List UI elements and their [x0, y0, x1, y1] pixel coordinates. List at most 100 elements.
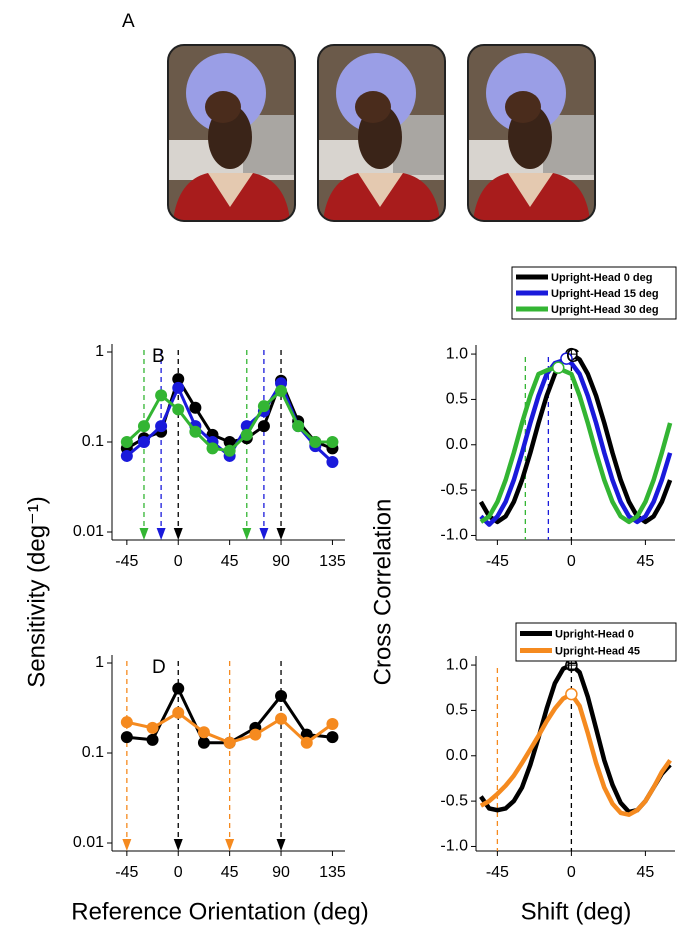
x-tick-label: 0	[174, 553, 183, 570]
data-point	[326, 718, 339, 731]
reference-arrow	[259, 528, 269, 540]
series-line	[479, 358, 673, 527]
data-point	[309, 436, 322, 448]
reference-arrow	[173, 528, 183, 540]
data-point	[120, 731, 133, 744]
x-tick-label: -45	[115, 864, 138, 881]
y-tick-label: 1.0	[446, 345, 468, 362]
y-tick-label: 1	[95, 343, 104, 360]
data-point	[172, 373, 185, 386]
series-line	[479, 662, 672, 815]
x-tick-label: -45	[486, 553, 509, 570]
legend-label: Upright-Head 15 deg	[551, 288, 659, 300]
data-point	[275, 384, 288, 397]
y-tick-label: 0.0	[446, 747, 468, 764]
panel-label: D	[152, 657, 166, 678]
panel: -1.0 -0.5 0.0 0.5 1.0 -45 0 45 C Upright-Head 0 d…	[440, 266, 677, 570]
data-point	[326, 455, 339, 468]
reference-arrow	[122, 839, 132, 851]
data-point	[257, 420, 270, 433]
data-point	[172, 682, 185, 695]
data-point	[223, 444, 236, 457]
data-point	[146, 733, 159, 746]
data-point	[155, 389, 168, 402]
data-point	[223, 736, 236, 749]
peak-marker	[565, 687, 578, 701]
data-point	[275, 689, 288, 702]
x-tick-label: 45	[636, 553, 654, 570]
peak-marker	[551, 361, 565, 374]
data-point	[120, 716, 133, 729]
data-point	[120, 449, 133, 462]
series-line	[479, 691, 672, 817]
data-point	[206, 442, 219, 455]
data-point	[257, 400, 270, 413]
data-point	[197, 736, 210, 749]
data-point	[300, 736, 313, 749]
data-point	[189, 425, 202, 438]
x-tick-label: 90	[272, 864, 290, 881]
reference-arrow	[225, 839, 235, 851]
legend-label: Upright-Head 0	[555, 628, 634, 640]
x-tick-label: -45	[486, 864, 509, 881]
x-tick-label: 45	[636, 864, 654, 881]
x-tick-label: 135	[319, 864, 346, 881]
reference-arrow	[139, 528, 149, 540]
legend-box	[515, 622, 677, 662]
x-tick-label: 0	[174, 864, 183, 881]
data-point	[197, 726, 210, 739]
data-point	[292, 420, 305, 433]
panel-label: A	[122, 11, 135, 32]
x-tick-label: 45	[221, 864, 239, 881]
y-tick-label: 0.01	[73, 834, 104, 851]
panel-label: B	[152, 346, 165, 367]
data-point	[146, 721, 159, 734]
y-axis-label: Cross Correlation	[369, 499, 396, 686]
x-tick-label: 0	[567, 864, 576, 881]
y-tick-label: 0.5	[446, 391, 468, 408]
photo	[468, 45, 595, 221]
reference-arrow	[156, 528, 166, 540]
y-tick-label: 1.0	[446, 656, 468, 673]
data-point	[137, 420, 150, 433]
data-point	[172, 403, 185, 416]
reference-arrow	[242, 528, 252, 540]
y-tick-label: -1.0	[440, 838, 468, 855]
data-point	[172, 381, 185, 394]
photo	[168, 45, 295, 221]
data-point	[326, 436, 339, 448]
y-tick-label: 0.0	[446, 436, 468, 453]
y-tick-label: 0.01	[73, 523, 104, 540]
data-point	[249, 728, 262, 741]
y-tick-label: 0.5	[446, 702, 468, 719]
x-tick-label: 0	[567, 553, 576, 570]
data-point	[223, 436, 236, 448]
x-tick-label: 45	[221, 553, 239, 570]
data-point	[137, 436, 150, 448]
y-tick-label: 0.1	[82, 744, 104, 761]
peak-marker	[560, 352, 573, 365]
legend-label: Upright-Head 0 deg	[551, 272, 652, 284]
reference-arrow	[276, 839, 286, 851]
y-tick-label: -0.5	[440, 481, 468, 498]
y-axis-label: Sensitivity (deg⁻¹)	[23, 496, 50, 687]
panel-label: C	[566, 346, 580, 367]
photos	[168, 45, 595, 221]
reference-arrow	[276, 528, 286, 540]
data-point	[275, 712, 288, 725]
panel: 0.01 0.1 1 -45 0 45 90 135 D	[73, 654, 346, 881]
data-point	[326, 731, 339, 744]
x-tick-label: -45	[115, 553, 138, 570]
legend-label: Upright-Head 45	[555, 645, 640, 657]
data-point	[189, 401, 202, 414]
x-tick-label: 135	[319, 553, 346, 570]
legend-label: Upright-Head 30 deg	[551, 304, 659, 316]
data-point	[120, 436, 133, 448]
y-tick-label: -0.5	[440, 792, 468, 809]
x-axis-label: Shift (deg)	[521, 898, 632, 925]
y-tick-label: 1	[95, 654, 104, 671]
y-tick-label: -1.0	[440, 527, 468, 544]
data-point	[155, 420, 168, 433]
